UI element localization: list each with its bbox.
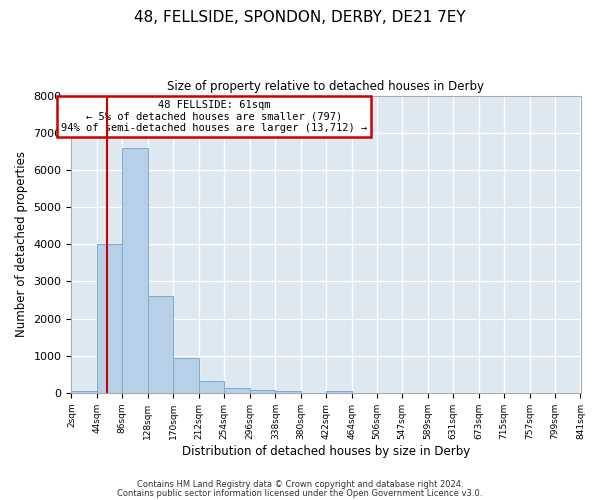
Bar (199, 380, 224, 393)
Bar (224, 388, 250, 393)
Bar (173, 358, 199, 393)
Text: 48 FELLSIDE: 61sqm
← 5% of detached houses are smaller (797)
94% of semi-detache: 48 FELLSIDE: 61sqm ← 5% of detached hous… (61, 100, 367, 133)
Title: Size of property relative to detached houses in Derby: Size of property relative to detached ho… (167, 80, 484, 93)
Text: 48, FELLSIDE, SPONDON, DERBY, DE21 7EY: 48, FELLSIDE, SPONDON, DERBY, DE21 7EY (134, 10, 466, 25)
Bar (250, 390, 275, 393)
Text: Contains public sector information licensed under the Open Government Licence v3: Contains public sector information licen… (118, 489, 482, 498)
X-axis label: Distribution of detached houses by size in Derby: Distribution of detached houses by size … (182, 444, 470, 458)
Text: Contains HM Land Registry data © Crown copyright and database right 2024.: Contains HM Land Registry data © Crown c… (137, 480, 463, 489)
Bar (122, 148, 148, 393)
Bar (326, 391, 352, 393)
Bar (275, 391, 301, 393)
Bar (97, 244, 122, 393)
Bar (148, 296, 173, 393)
Y-axis label: Number of detached properties: Number of detached properties (15, 151, 28, 337)
Bar (71, 391, 97, 393)
